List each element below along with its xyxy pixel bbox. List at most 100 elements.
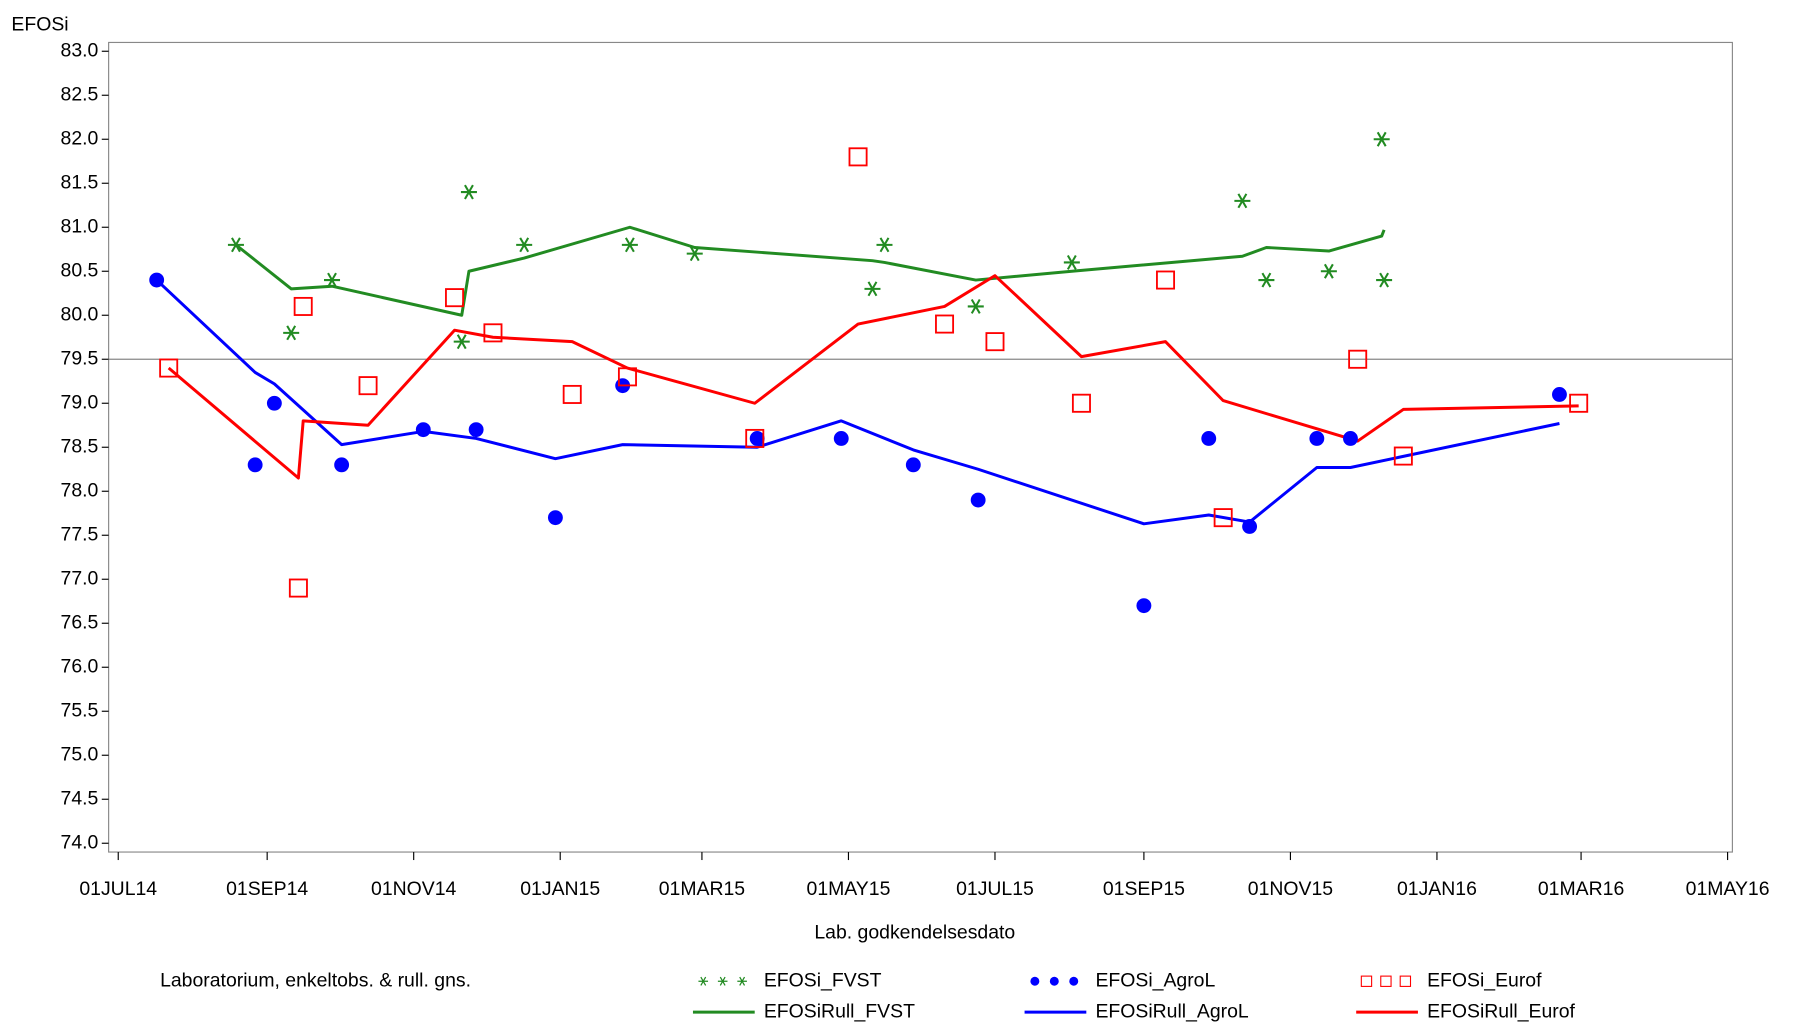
legend-label: EFOSi_FVST [764,969,882,991]
data-point [562,384,582,404]
data-point [149,272,165,288]
y-tick-label: 76.0 [61,655,99,677]
data-point [621,237,638,253]
y-tick-label: 79.0 [61,391,99,413]
y-tick-label: 80.0 [61,303,99,325]
y-tick-label: 78.0 [61,479,99,501]
y-tick-label: 75.0 [61,743,99,765]
data-point [1258,272,1275,288]
legend-label: EFOSiRull_AgroL [1095,1000,1248,1022]
data-point [415,422,431,438]
y-tick-label: 82.0 [61,127,99,149]
data-point [445,288,465,308]
data-point [1569,393,1589,413]
x-tick-label: 01MAR16 [1538,878,1624,900]
data-point [358,376,378,396]
x-axis-label: Lab. godkendelsesdato [814,921,1015,943]
legend-symbol [1399,975,1412,987]
data-point [468,422,484,438]
data-point [1343,431,1358,446]
legend-label: EFOSiRull_FVST [764,1000,915,1022]
data-point [1201,431,1217,446]
data-point [460,184,477,200]
data-point [970,492,986,508]
data-point [334,457,350,473]
data-point [686,246,703,262]
x-tick-label: 01SEP14 [226,878,308,900]
y-tick-label: 79.5 [61,347,99,369]
x-tick-label: 01SEP15 [1103,878,1185,900]
legend-label: EFOSi_Eurof [1427,969,1542,991]
data-point [288,578,308,598]
data-point [905,457,921,473]
data-point [1071,393,1091,413]
data-point [1242,519,1258,534]
data-point [935,314,955,334]
data-point [1393,446,1413,466]
legend-label: EFOSiRull_Eurof [1427,1000,1575,1022]
y-tick-label: 82.5 [61,83,99,105]
legend-symbol [698,976,709,986]
data-point [1136,598,1152,614]
legend-title: Laboratorium, enkeltobs. & rull. gns. [160,969,471,991]
y-tick-label: 81.0 [61,215,99,237]
legend-symbol [1360,975,1373,987]
data-point [876,237,893,253]
data-point [967,299,984,314]
legend-label: EFOSi_AgroL [1095,969,1215,991]
legend-symbol [717,976,728,986]
x-tick-label: 01MAY15 [807,878,891,900]
data-point [617,367,637,387]
data-point [1156,270,1176,290]
data-point [1552,387,1567,402]
legend-symbol [1069,976,1079,986]
data-point [749,431,765,446]
data-point [1234,193,1251,209]
y-tick-label: 75.5 [61,699,99,721]
data-point [483,323,503,343]
series-line [167,274,1579,480]
data-point [227,237,244,253]
data-point [516,237,533,253]
x-tick-label: 01JUL14 [79,878,157,900]
legend-symbol [737,976,747,986]
y-tick-label: 78.5 [61,435,99,457]
x-tick-label: 01MAY16 [1686,878,1770,900]
data-point [453,334,470,350]
data-point [293,296,313,316]
x-tick-label: 01JAN15 [520,878,600,900]
y-tick-label: 76.5 [61,611,99,633]
data-point [1063,255,1080,270]
data-point [848,147,868,167]
data-point [833,431,849,446]
data-point [1213,508,1233,528]
legend-symbol [1049,976,1059,986]
data-point [324,272,341,288]
data-point [547,510,563,526]
data-point [266,395,282,411]
data-point [745,428,765,448]
x-tick-label: 01NOV15 [1248,878,1333,900]
data-point [1373,131,1390,147]
data-point [283,325,300,341]
data-point [864,281,881,297]
data-point [159,358,179,378]
data-point [247,457,263,473]
series-line [235,225,1386,317]
y-tick-label: 77.5 [61,523,99,545]
y-tick-label: 83.0 [61,39,99,61]
legend-symbol [1030,976,1040,986]
data-point [1320,263,1337,279]
y-tick-label: 80.5 [61,259,99,281]
y-tick-label: 77.0 [61,567,99,589]
x-tick-label: 01JAN16 [1397,878,1477,900]
x-tick-label: 01MAR15 [659,878,745,900]
data-point [1309,431,1325,446]
plot-frame [108,41,1733,853]
data-point [985,332,1005,352]
y-axis-label: EFOSi [11,13,68,35]
series-line [155,278,1560,526]
legend-symbol [1380,975,1392,987]
y-tick-label: 74.0 [61,831,99,853]
